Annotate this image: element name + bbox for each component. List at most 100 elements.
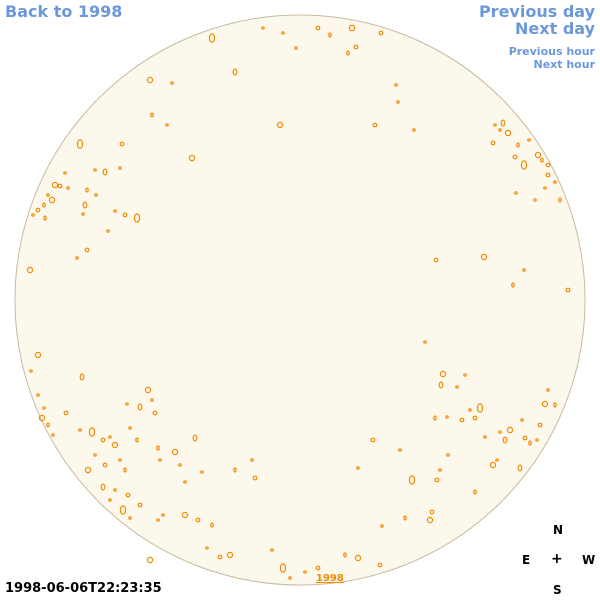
- active-region-contour: [137, 502, 143, 508]
- active-region-contour: [118, 458, 122, 462]
- active-region-contour: [195, 517, 201, 523]
- active-region-contour: [75, 256, 79, 260]
- active-region-contour: [161, 513, 165, 517]
- active-region-contour: [42, 406, 46, 410]
- active-region-contour: [517, 464, 523, 472]
- active-region-contour: [102, 462, 108, 468]
- active-region-contour: [493, 123, 497, 127]
- observation-timestamp: 1998-06-06T22:23:35: [5, 581, 162, 596]
- active-region-contour: [133, 213, 141, 223]
- active-region-contour: [217, 554, 223, 560]
- active-region-contour: [31, 213, 35, 217]
- active-region-contour: [29, 369, 33, 373]
- active-region-contour: [51, 181, 59, 189]
- active-region-contour: [288, 576, 292, 580]
- active-region-contour: [500, 119, 506, 127]
- active-region-contour: [81, 212, 85, 216]
- active-region-contour: [48, 196, 56, 204]
- active-region-contour: [144, 386, 152, 394]
- active-region-contour: [504, 129, 512, 137]
- active-region-contour: [36, 393, 40, 397]
- active-region-contour: [57, 183, 63, 189]
- compass-east-label: E: [522, 553, 531, 567]
- active-region-contour: [135, 437, 139, 443]
- solar-disk: [14, 14, 586, 586]
- active-region-contour: [113, 209, 117, 213]
- active-region-contour: [78, 428, 82, 432]
- active-region-contour: [553, 180, 557, 184]
- active-region-contour: [434, 477, 440, 483]
- active-region-contour: [506, 426, 514, 434]
- active-region-contour: [76, 139, 84, 149]
- active-region-contour: [533, 198, 537, 202]
- active-region-contour: [433, 257, 439, 263]
- active-region-contour: [63, 410, 69, 416]
- active-region-contour: [535, 438, 539, 442]
- active-region-contour: [106, 229, 110, 233]
- active-region-contour: [125, 402, 129, 406]
- active-region-contour: [370, 437, 376, 443]
- active-region-contour: [512, 154, 518, 160]
- active-region-contour: [294, 46, 298, 50]
- active-region-contour: [146, 556, 154, 564]
- compass-west-label: W: [582, 553, 596, 567]
- active-region-contour: [270, 548, 274, 552]
- active-region-contour: [108, 498, 112, 502]
- next-hour-link[interactable]: Next hour: [533, 58, 596, 71]
- active-region-contour: [543, 186, 547, 190]
- active-region-contour: [377, 562, 383, 568]
- active-region-contour: [276, 121, 284, 129]
- active-region-contour: [455, 385, 459, 389]
- year-link[interactable]: 1998: [316, 573, 344, 584]
- active-region-contour: [439, 370, 447, 378]
- active-region-contour: [520, 160, 528, 170]
- active-region-contour: [537, 422, 543, 428]
- active-region-contour: [315, 25, 321, 31]
- active-region-contour: [156, 518, 160, 522]
- active-region-contour: [378, 30, 384, 36]
- active-region-contour: [446, 453, 450, 457]
- active-region-contour: [125, 492, 131, 498]
- active-region-contour: [205, 546, 209, 550]
- active-region-contour: [171, 448, 179, 456]
- active-region-contour: [528, 440, 532, 446]
- active-region-contour: [51, 433, 55, 437]
- active-region-contour: [188, 154, 196, 162]
- previous-hour-link[interactable]: Previous hour: [508, 45, 595, 58]
- active-region-contour: [200, 470, 204, 474]
- active-region-contour: [394, 83, 398, 87]
- active-region-contour: [398, 448, 402, 452]
- active-region-contour: [108, 435, 112, 439]
- active-region-contour: [250, 458, 254, 462]
- active-region-contour: [281, 31, 285, 35]
- previous-day-link[interactable]: Previous day: [478, 2, 595, 21]
- active-region-contour: [354, 554, 362, 562]
- active-region-contour: [252, 475, 258, 481]
- active-region-contour: [346, 50, 350, 56]
- active-region-contour: [489, 461, 497, 469]
- active-region-contour: [396, 100, 400, 104]
- active-region-contour: [63, 171, 67, 175]
- back-to-year-link[interactable]: Back to 1998: [5, 2, 123, 21]
- active-region-contour: [558, 197, 562, 203]
- active-region-contour: [540, 157, 544, 163]
- active-region-contour: [459, 417, 465, 423]
- active-region-contour: [490, 140, 496, 146]
- active-region-contour: [93, 168, 97, 172]
- active-region-features: [26, 24, 571, 580]
- next-day-link[interactable]: Next day: [515, 19, 595, 38]
- active-region-contour: [463, 373, 467, 377]
- active-region-contour: [118, 166, 122, 170]
- active-region-contour: [380, 524, 384, 528]
- active-region-contour: [522, 268, 526, 272]
- active-region-contour: [82, 201, 88, 209]
- active-region-contour: [122, 212, 128, 218]
- active-region-contour: [128, 516, 132, 520]
- active-region-contour: [546, 388, 550, 392]
- active-region-contour: [343, 552, 347, 558]
- active-region-contour: [403, 515, 407, 521]
- active-region-contour: [46, 422, 50, 428]
- active-region-contour: [119, 141, 125, 147]
- active-region-contour: [100, 437, 106, 443]
